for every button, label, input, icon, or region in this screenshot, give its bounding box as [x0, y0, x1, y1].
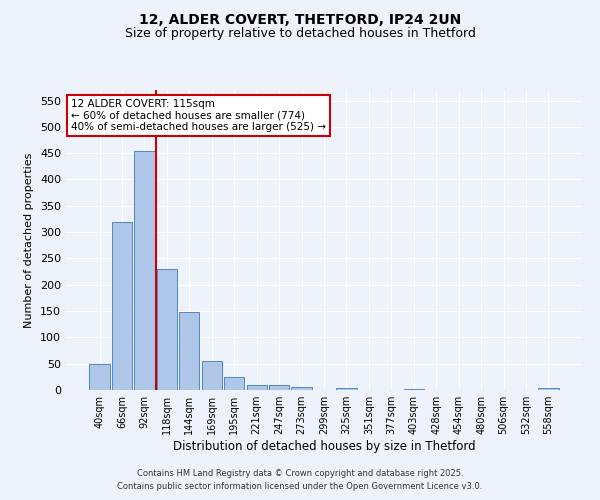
Bar: [538, 388, 559, 390]
Bar: [157, 269, 177, 390]
Text: Contains public sector information licensed under the Open Government Licence v3: Contains public sector information licen…: [118, 482, 482, 491]
Text: Size of property relative to detached houses in Thetford: Size of property relative to detached ho…: [125, 28, 475, 40]
Bar: [89, 364, 110, 390]
Bar: [247, 384, 267, 390]
Bar: [134, 150, 155, 390]
Bar: [224, 377, 244, 390]
Y-axis label: Number of detached properties: Number of detached properties: [25, 152, 34, 328]
Bar: [202, 361, 222, 390]
Bar: [404, 389, 424, 390]
Bar: [179, 312, 199, 390]
X-axis label: Distribution of detached houses by size in Thetford: Distribution of detached houses by size …: [173, 440, 475, 453]
Bar: [337, 388, 356, 390]
Text: Contains HM Land Registry data © Crown copyright and database right 2025.: Contains HM Land Registry data © Crown c…: [137, 468, 463, 477]
Bar: [269, 384, 289, 390]
Bar: [112, 222, 132, 390]
Bar: [292, 388, 311, 390]
Text: 12 ALDER COVERT: 115sqm
← 60% of detached houses are smaller (774)
40% of semi-d: 12 ALDER COVERT: 115sqm ← 60% of detache…: [71, 99, 326, 132]
Text: 12, ALDER COVERT, THETFORD, IP24 2UN: 12, ALDER COVERT, THETFORD, IP24 2UN: [139, 12, 461, 26]
